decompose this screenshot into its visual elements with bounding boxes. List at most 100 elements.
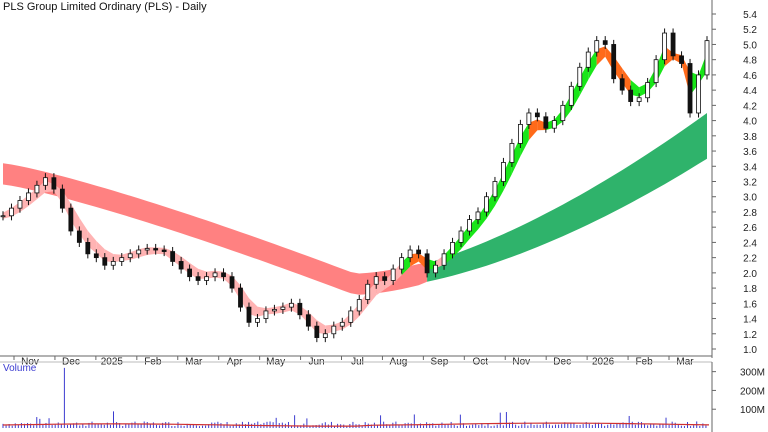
candle-body: [450, 242, 455, 255]
candle-body: [26, 192, 31, 201]
candle-body: [9, 207, 14, 217]
volume-tick-label: 100M: [740, 405, 765, 416]
candle-body: [212, 272, 218, 278]
candle-body: [51, 177, 57, 190]
candle-body: [161, 249, 167, 252]
candle-body: [221, 272, 226, 278]
short-term-ribbon-segment: [588, 49, 597, 80]
candle-body: [568, 85, 574, 106]
candle-body: [467, 219, 472, 232]
y-tick-label: 1.4: [743, 315, 757, 326]
candle-body: [390, 268, 396, 281]
candle-body: [670, 32, 676, 57]
y-tick-label: 4.4: [743, 86, 757, 97]
candle-body: [373, 276, 379, 285]
candle-body: [322, 333, 328, 338]
candle-body: [662, 32, 667, 61]
volume-axis: 300M 200M 100M: [711, 362, 765, 432]
y-tick-label: 5.4: [743, 10, 757, 21]
candle-body: [382, 276, 388, 281]
candle-body: [272, 309, 277, 312]
candle-body: [679, 55, 684, 64]
candle-body: [297, 302, 303, 316]
volume-label: Volume: [3, 363, 37, 374]
y-tick-label: 3.6: [743, 147, 757, 158]
candle-body: [416, 249, 422, 255]
ribbons-layer: [3, 46, 707, 334]
short-term-ribbon-segment: [511, 136, 521, 174]
candle-body: [68, 207, 74, 232]
y-tick-label: 3.4: [743, 162, 757, 173]
volume-layer: [0, 361, 712, 428]
candle-body: [441, 253, 447, 266]
candle-body: [0, 215, 6, 218]
candle-body: [704, 40, 710, 76]
candle-body: [509, 143, 515, 163]
candle-body: [17, 200, 23, 209]
short-term-ribbon-segment: [367, 282, 377, 306]
y-tick-label: 2.6: [743, 223, 757, 234]
candle-body: [534, 112, 540, 118]
candle-body: [492, 181, 498, 198]
y-tick-label: 2.8: [743, 208, 757, 219]
short-term-ribbon-segment: [96, 240, 105, 262]
volume-average-line: [2, 422, 710, 427]
y-tick-label: 3.0: [743, 193, 757, 204]
y-tick-label: 4.0: [743, 117, 757, 128]
short-term-ribbon-segment: [520, 122, 529, 157]
candle-body: [246, 306, 252, 323]
long-term-ribbon-down: [3, 163, 428, 295]
candle-body: [144, 248, 150, 251]
candle-body: [551, 120, 557, 129]
y-tick-label: 4.6: [743, 71, 757, 82]
candle-body: [314, 325, 320, 338]
candle-body: [76, 230, 82, 243]
candle-body: [594, 40, 600, 53]
candle-body: [696, 74, 701, 114]
candle-body: [305, 314, 311, 327]
candle-body: [127, 253, 133, 259]
y-tick-label: 2.4: [743, 238, 757, 249]
short-term-ribbon-segment: [469, 216, 478, 239]
candle-body: [543, 116, 549, 129]
y-axis: 1.0 1.2 1.4 1.6 1.8 2.0 2.2 2.4 2.6 2.8 3.0 3.2 3.4 3…: [711, 0, 757, 358]
candle-body: [407, 249, 413, 259]
candle-body: [204, 276, 209, 281]
candle-body: [636, 97, 642, 102]
y-tick-label: 1.0: [743, 345, 757, 356]
candle-body: [339, 321, 345, 327]
y-tick-label: 4.8: [743, 56, 757, 67]
candle-body: [526, 112, 532, 125]
candle-body: [645, 82, 651, 99]
y-tick-label: 1.2: [743, 330, 757, 341]
candle-body: [110, 261, 116, 266]
candle-body: [93, 253, 99, 259]
candle-body: [475, 211, 481, 220]
short-term-ribbon-segment: [79, 217, 88, 247]
candle-body: [484, 196, 489, 213]
y-tick-label: 3.8: [743, 132, 757, 143]
volume-tick-label: 200M: [740, 386, 765, 397]
candle-body: [560, 104, 566, 121]
candle-body: [195, 276, 201, 281]
candle-body: [628, 89, 634, 102]
candle-body: [611, 44, 617, 80]
candle-body: [424, 253, 430, 274]
candle-body: [348, 310, 354, 323]
candle-body: [59, 188, 65, 209]
y-tick-label: 2.2: [743, 254, 757, 265]
candle-body: [255, 318, 260, 323]
y-tick-label: 2.0: [743, 269, 757, 280]
candle-body: [501, 162, 506, 182]
y-tick-label: 1.8: [743, 284, 757, 295]
candle-body: [602, 40, 608, 45]
candle-body: [331, 325, 337, 335]
volume-tick-label: 300M: [740, 368, 765, 379]
candle-body: [263, 310, 269, 319]
candle-body: [43, 177, 48, 186]
candle-body: [153, 248, 159, 251]
candle-body: [687, 63, 693, 114]
candle-body: [229, 276, 235, 289]
candle-body: [585, 51, 591, 68]
candle-body: [119, 257, 125, 262]
